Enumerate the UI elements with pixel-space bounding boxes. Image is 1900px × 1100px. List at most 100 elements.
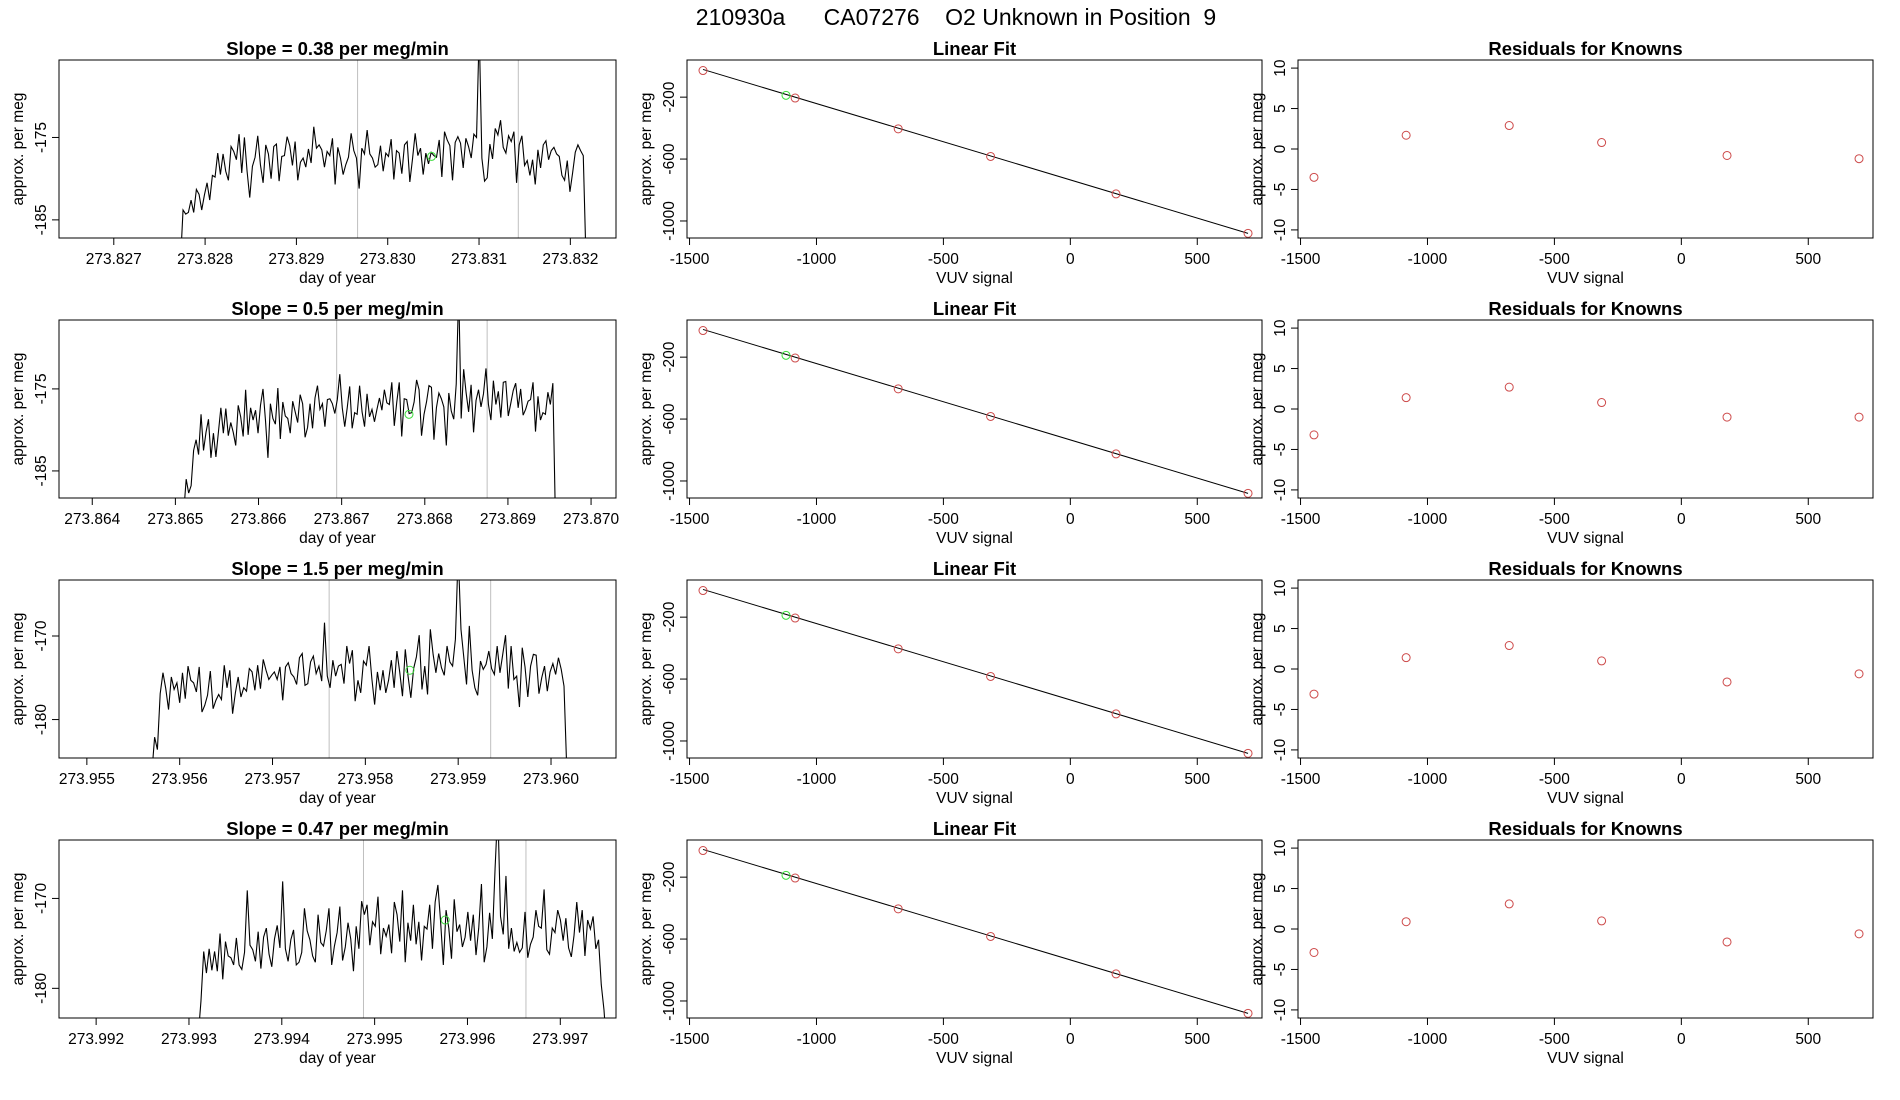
x-tick-label: 500 <box>1184 771 1210 788</box>
y-tick-label: -170 <box>33 620 50 651</box>
known-point <box>698 326 708 336</box>
plot-box <box>686 579 1263 759</box>
x-tick-label: 273.955 <box>59 771 115 788</box>
known-point <box>790 873 800 883</box>
y-tick-label: 0 <box>1272 924 1289 933</box>
y-tick-label: 10 <box>1272 59 1289 77</box>
x-tick-label: -1000 <box>797 511 837 528</box>
x-tick-label: -1500 <box>1281 1031 1321 1048</box>
y-tick-label: -200 <box>661 81 678 112</box>
x-tick-label: -1500 <box>670 511 710 528</box>
x-tick-label: -500 <box>1539 251 1570 268</box>
series-line <box>199 840 606 1018</box>
x-axis-label: VUV signal <box>1547 530 1624 547</box>
y-axis-label: approx. per meg <box>638 613 655 726</box>
panel-r3-c0: Slope = 0.47 per meg/min 273.992 273.993 27… <box>10 818 617 1067</box>
y-tick-label: 5 <box>1272 364 1289 373</box>
panel-r1-c2: Residuals for Knowns -1500 -1000 -500 0 500 10… <box>1249 298 1874 547</box>
x-tick-label: 273.957 <box>245 771 301 788</box>
unknown-point <box>781 350 791 360</box>
plot-area <box>1309 899 1864 957</box>
plot-area <box>1309 641 1864 699</box>
y-tick-label: -180 <box>33 704 50 735</box>
residual-point <box>1401 653 1411 663</box>
residual-point <box>1597 398 1607 408</box>
x-tick-label: 273.959 <box>430 771 486 788</box>
y-tick-label: 5 <box>1272 884 1289 893</box>
known-point <box>893 124 903 134</box>
page-title: 210930a CA07276 O2 Unknown in Position 9 <box>696 4 1216 30</box>
x-axis-label: day of year <box>299 1050 376 1067</box>
known-point <box>1111 189 1121 199</box>
panel-title: Linear Fit <box>933 818 1016 839</box>
x-tick-label: -500 <box>1539 1031 1570 1048</box>
plot-area <box>152 580 567 758</box>
y-axis-label: approx. per meg <box>10 873 27 986</box>
series-line <box>152 580 567 758</box>
x-tick-label: 500 <box>1184 511 1210 528</box>
y-tick-label: 0 <box>1272 144 1289 153</box>
plot-box <box>686 319 1263 499</box>
x-tick-label: -1000 <box>797 1031 837 1048</box>
y-axis-label: approx. per meg <box>638 353 655 466</box>
plot-area <box>1309 121 1864 182</box>
x-axis-label: VUV signal <box>936 530 1013 547</box>
plot-box <box>58 319 617 499</box>
plot-area <box>698 326 1253 498</box>
residual-point <box>1722 150 1732 160</box>
y-tick-label: -1000 <box>661 201 678 241</box>
y-axis-label: approx. per meg <box>1249 873 1266 986</box>
plot-box <box>58 59 617 239</box>
x-tick-label: 273.994 <box>254 1031 310 1048</box>
y-tick-label: -185 <box>33 455 50 486</box>
plot-box <box>1297 319 1874 499</box>
x-axis-label: day of year <box>299 530 376 547</box>
x-axis-label: VUV signal <box>936 1050 1013 1067</box>
panel-title: Linear Fit <box>933 38 1016 59</box>
panel-r0-c2: Residuals for Knowns -1500 -1000 -500 0 500 10… <box>1249 38 1874 287</box>
x-tick-label: 500 <box>1795 511 1821 528</box>
x-tick-label: 273.864 <box>64 511 120 528</box>
y-tick-label: -5 <box>1272 443 1289 457</box>
y-tick-label: -200 <box>661 341 678 372</box>
x-tick-label: 273.828 <box>177 251 233 268</box>
x-tick-label: -500 <box>928 771 959 788</box>
fit-line <box>702 68 1249 234</box>
known-point <box>986 931 996 941</box>
residual-point <box>1597 138 1607 148</box>
x-tick-label: -1500 <box>670 1031 710 1048</box>
x-tick-label: 273.829 <box>268 251 324 268</box>
unknown-point <box>427 151 437 161</box>
panel-title: Residuals for Knowns <box>1488 298 1682 319</box>
y-axis-label: approx. per meg <box>1249 93 1266 206</box>
x-axis-label: VUV signal <box>1547 1050 1624 1067</box>
fit-line <box>702 328 1249 494</box>
x-tick-label: -1000 <box>797 251 837 268</box>
known-point <box>1243 748 1253 758</box>
panel-title: Slope = 1.5 per meg/min <box>231 558 443 579</box>
x-tick-label: 500 <box>1184 251 1210 268</box>
plot-box <box>686 839 1263 1019</box>
residual-point <box>1854 929 1864 939</box>
residual-point <box>1401 917 1411 927</box>
panel-title: Residuals for Knowns <box>1488 38 1682 59</box>
y-axis-label: approx. per meg <box>1249 353 1266 466</box>
y-tick-label: -175 <box>33 122 50 153</box>
x-tick-label: 0 <box>1677 1031 1686 1048</box>
y-tick-label: -180 <box>33 972 50 1003</box>
residual-point <box>1504 382 1514 392</box>
residual-point <box>1401 130 1411 140</box>
y-tick-label: 10 <box>1272 319 1289 337</box>
fit-line <box>702 848 1249 1014</box>
plot-area <box>1309 382 1864 440</box>
x-tick-label: 500 <box>1184 1031 1210 1048</box>
panel-r3-c1: Linear Fit -1500 -1000 -500 0 500 -200 -600 -100… <box>638 818 1263 1067</box>
known-point <box>986 411 996 421</box>
known-point <box>1243 1008 1253 1018</box>
residual-point <box>1597 916 1607 926</box>
plot-box <box>686 59 1263 239</box>
x-tick-label: -1500 <box>1281 511 1321 528</box>
residual-point <box>1854 412 1864 422</box>
y-tick-label: -5 <box>1272 703 1289 717</box>
